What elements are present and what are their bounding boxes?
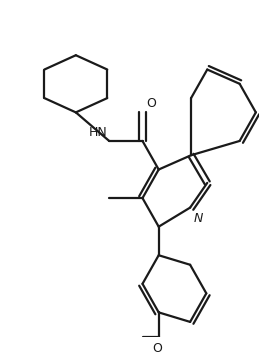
Text: N: N [194, 212, 203, 225]
Text: O: O [146, 97, 156, 109]
Text: O: O [152, 342, 162, 354]
Text: HN: HN [89, 126, 107, 139]
